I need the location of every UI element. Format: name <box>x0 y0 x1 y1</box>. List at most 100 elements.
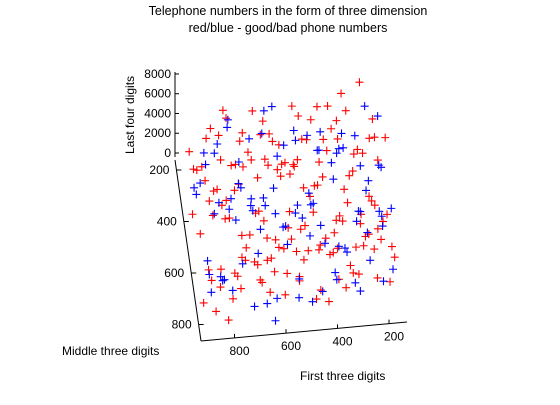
good-point-29 <box>335 211 344 220</box>
good-point-20 <box>345 171 354 180</box>
good-point-123 <box>207 276 216 285</box>
good-point-62 <box>292 247 301 256</box>
bad-point-86 <box>374 161 383 170</box>
good-point-42 <box>321 234 330 243</box>
good-point-65 <box>280 158 289 167</box>
good-point-53 <box>297 135 306 144</box>
good-point-113 <box>209 187 218 196</box>
bad-point-64 <box>190 183 199 192</box>
bad-point-10 <box>350 131 359 140</box>
good-point-76 <box>260 155 269 164</box>
y-tick-600: 600 <box>164 266 184 280</box>
bad-point-14 <box>337 129 346 138</box>
good-point-23 <box>354 270 363 279</box>
bad-point-80 <box>254 249 263 258</box>
good-point-93 <box>239 162 248 171</box>
bad-point-54 <box>227 194 236 203</box>
bad-point-44 <box>263 299 272 308</box>
bad-point-39 <box>271 209 280 218</box>
good-point-107 <box>229 294 238 303</box>
good-point-69 <box>276 172 285 181</box>
axis-ticks: 0 2000 4000 6000 8000 200 400 600 800 200 400 600 80… <box>144 67 404 358</box>
good-point-50 <box>309 208 318 217</box>
y-tick-200: 200 <box>149 163 169 177</box>
good-point-152 <box>253 173 262 182</box>
bad-point-79 <box>256 225 265 234</box>
bad-point-18 <box>327 158 336 167</box>
good-point-110 <box>221 214 230 223</box>
good-point-145 <box>287 102 296 111</box>
bad-point-0 <box>387 204 396 213</box>
bad-point-26 <box>303 131 312 140</box>
bad-point-68 <box>356 161 365 170</box>
good-point-39 <box>329 248 338 257</box>
bad-point-83 <box>210 149 219 158</box>
bad-point-37 <box>267 102 276 111</box>
bad-point-67 <box>378 222 387 231</box>
bad-point-52 <box>223 123 232 132</box>
good-point-6 <box>377 235 386 244</box>
good-point-52 <box>294 111 303 120</box>
good-point-9 <box>367 196 376 205</box>
bad-point-55 <box>228 286 237 295</box>
bad-point-85 <box>207 288 216 297</box>
good-point-139 <box>332 216 341 225</box>
good-point-118 <box>208 211 217 220</box>
good-point-17 <box>353 145 362 154</box>
data-points <box>185 78 399 325</box>
good-point-75 <box>274 243 283 252</box>
bad-point-50 <box>236 183 245 192</box>
bad-point-73 <box>320 239 329 248</box>
good-point-30 <box>338 217 347 226</box>
bad-point-96 <box>220 275 229 284</box>
good-point-10 <box>370 201 379 210</box>
good-point-8 <box>365 134 374 143</box>
bad-point-51 <box>238 259 247 268</box>
bad-point-21 <box>332 275 341 284</box>
good-point-68 <box>273 165 282 174</box>
good-point-34 <box>330 228 339 237</box>
good-point-122 <box>204 265 213 274</box>
bad-point-97 <box>196 179 205 188</box>
bad-point-91 <box>298 214 307 223</box>
good-point-134 <box>370 245 379 254</box>
good-point-132 <box>373 224 382 233</box>
z-tick-4000: 4000 <box>144 106 171 120</box>
bad-point-89 <box>334 242 343 251</box>
good-point-46 <box>313 181 322 190</box>
x-tick-200: 200 <box>384 330 404 344</box>
good-point-144 <box>299 183 308 192</box>
bad-point-84 <box>210 209 219 218</box>
z-tick-2000: 2000 <box>144 126 171 140</box>
bad-point-17 <box>343 248 352 257</box>
good-point-3 <box>390 253 399 262</box>
good-point-106 <box>225 214 234 223</box>
bad-point-31 <box>291 209 300 218</box>
good-point-74 <box>271 235 280 244</box>
bad-point-2 <box>373 112 382 121</box>
good-point-5 <box>373 156 382 165</box>
bad-point-41 <box>257 129 266 138</box>
good-point-128 <box>185 147 194 156</box>
good-point-141 <box>312 102 321 111</box>
bad-point-3 <box>375 207 384 216</box>
bad-point-32 <box>293 201 302 210</box>
bad-point-5 <box>379 277 388 286</box>
good-point-22 <box>351 243 360 252</box>
good-point-101 <box>230 186 239 195</box>
bad-point-15 <box>339 143 348 152</box>
good-point-11 <box>373 273 382 282</box>
bad-point-92 <box>273 152 282 161</box>
good-point-12 <box>355 78 364 87</box>
bad-point-25 <box>318 287 327 296</box>
good-point-32 <box>323 102 332 111</box>
bad-point-34 <box>279 141 288 150</box>
x-tick-400: 400 <box>332 334 352 348</box>
bad-point-93 <box>271 316 280 325</box>
good-point-24 <box>337 89 346 98</box>
bad-point-27 <box>304 189 313 198</box>
good-point-133 <box>365 192 374 201</box>
good-point-38 <box>325 250 334 259</box>
x-tick-600: 600 <box>281 339 301 353</box>
